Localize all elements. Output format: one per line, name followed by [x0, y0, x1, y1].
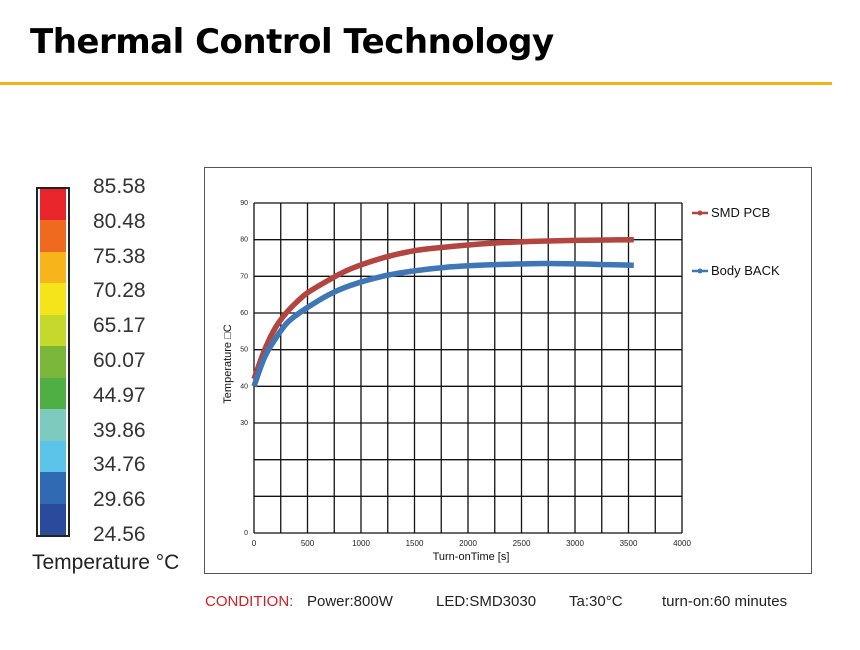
- legend-label: Body BACK: [711, 263, 780, 278]
- scale-value-label: 24.56: [93, 523, 146, 546]
- y-axis-title: Temperature □C: [222, 324, 234, 403]
- series-line-smd-pcb: [251, 236, 634, 380]
- y-tick-label: 70: [240, 273, 248, 280]
- scale-value-label: 44.97: [93, 383, 146, 407]
- color-scale-segment: [40, 283, 66, 316]
- x-tick-label: 3000: [566, 539, 584, 548]
- chart-frame: 0 500 1000 1500 2000 2500 3000 3500 4000 0 30 40 50 6…: [204, 167, 812, 574]
- condition-ambient-temp: Ta:30°C: [569, 593, 623, 610]
- color-scale-segment: [40, 189, 66, 221]
- color-scale-segment: [40, 346, 66, 379]
- y-tick-label: 90: [240, 200, 248, 207]
- x-tick-label: 3500: [620, 539, 638, 548]
- y-tick-label: 30: [240, 420, 248, 427]
- legend-label: SMD PCB: [711, 205, 770, 220]
- scale-value-label: 80.48: [93, 209, 146, 233]
- page-title: Thermal Control Technology: [30, 22, 554, 62]
- x-tick-label: 1000: [352, 539, 370, 548]
- color-scale-segment: [40, 503, 66, 536]
- x-tick-label: 500: [301, 539, 315, 548]
- x-tick-label: 2000: [459, 539, 477, 548]
- y-tick-label: 60: [240, 310, 248, 317]
- condition-led: LED:SMD3030: [436, 593, 537, 610]
- series-line-body-back: [251, 260, 634, 388]
- title-divider: [0, 82, 832, 85]
- y-tick-label: 50: [240, 347, 248, 354]
- condition-label: CONDITION:: [205, 593, 294, 610]
- scale-value-label: 34.76: [93, 453, 146, 477]
- x-tick-label: 4000: [673, 539, 691, 548]
- temperature-line-chart: 0 500 1000 1500 2000 2500 3000 3500 4000 0 30 40 50 6…: [222, 200, 780, 563]
- scale-value-label: 75.38: [93, 244, 146, 268]
- legend-marker: [697, 210, 703, 216]
- condition-power: Power:800W: [307, 593, 393, 610]
- x-tick-label: 0: [252, 539, 257, 548]
- color-scale-segment: [40, 440, 66, 473]
- condition-turn-on: turn-on:60 minutes: [662, 593, 788, 610]
- color-scale-segment: [40, 472, 66, 505]
- legend-marker: [697, 268, 703, 274]
- y-tick-label: 80: [240, 237, 248, 244]
- color-scale-segment: [40, 251, 66, 284]
- temperature-color-scale: [36, 187, 70, 537]
- scale-value-label: 65.17: [93, 314, 146, 338]
- color-scale-segment: [40, 314, 66, 347]
- color-scale-segment: [40, 220, 66, 253]
- color-scale-segment: [40, 377, 66, 410]
- y-tick-label: 40: [240, 383, 248, 390]
- scale-value-label: 70.28: [93, 279, 146, 303]
- color-scale-segment: [40, 409, 66, 442]
- x-axis-title: Turn-onTime [s]: [433, 551, 510, 563]
- x-tick-label: 2500: [513, 539, 531, 548]
- scale-value-label: 85.58: [93, 175, 146, 198]
- y-tick-label: 0: [244, 530, 248, 537]
- scale-value-label: 29.66: [93, 488, 146, 512]
- x-tick-label: 1500: [406, 539, 424, 548]
- temperature-scale-caption: Temperature °C: [32, 551, 180, 574]
- scale-value-label: 60.07: [93, 349, 146, 372]
- scale-value-label: 39.86: [93, 418, 146, 442]
